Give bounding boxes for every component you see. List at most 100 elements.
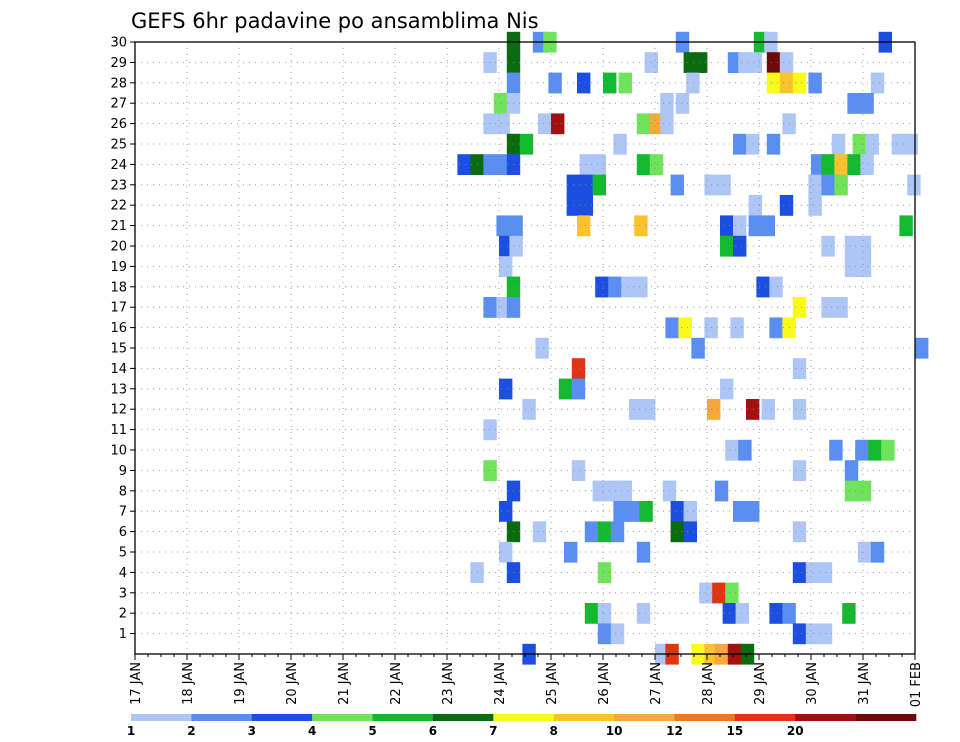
heatmap-cell	[857, 256, 872, 277]
colorbar-segment	[614, 714, 675, 721]
x-tick-label: 23 JAN	[441, 662, 456, 705]
x-tick-label: 24 JAN	[493, 662, 508, 705]
heatmap-cell	[792, 297, 807, 318]
y-tick-label: 16	[110, 321, 127, 336]
colorbar-segment	[674, 714, 736, 721]
heatmap-cell	[720, 378, 734, 400]
heatmap-cell	[792, 562, 807, 583]
y-axis-ticks: 1234567891011121314151617181920212223242…	[110, 36, 135, 642]
x-tick-label: 25 JAN	[545, 662, 560, 705]
heatmap-cell	[792, 460, 807, 481]
colorbar-label: 7	[489, 724, 497, 738]
heatmap-cell	[746, 399, 760, 420]
colorbar-segment	[493, 714, 554, 721]
y-tick-label: 25	[110, 138, 127, 153]
heatmap-cell	[522, 399, 536, 420]
heatmap-cell	[746, 133, 760, 155]
heatmap-cell	[844, 235, 859, 257]
x-tick-label: 27 JAN	[649, 662, 664, 705]
heatmap-cell	[808, 195, 822, 216]
heatmap-cell	[899, 215, 913, 237]
heatmap-cell	[766, 52, 781, 73]
heatmap-cell	[769, 317, 783, 339]
x-tick-label: 18 JAN	[181, 662, 196, 705]
heatmap-cell	[618, 72, 632, 94]
y-tick-label: 4	[119, 566, 127, 581]
y-tick-label: 20	[110, 240, 127, 255]
heatmap-cell	[842, 603, 856, 624]
heatmap-cell	[769, 603, 783, 624]
heatmap-cell	[907, 174, 921, 196]
heatmap-cell	[636, 541, 651, 563]
heatmap-cell	[597, 562, 612, 583]
heatmap-cell	[725, 439, 739, 461]
heatmap-cell	[649, 113, 664, 135]
y-tick-label: 22	[110, 199, 127, 214]
heatmap-cell	[597, 623, 612, 645]
heatmap-cell	[564, 541, 578, 563]
heatmap-cell	[519, 133, 534, 155]
colorbar-segment	[795, 714, 856, 721]
heatmap-cell	[686, 72, 700, 94]
heatmap-cell	[808, 72, 822, 94]
heatmap-cell	[847, 154, 861, 175]
y-tick-label: 13	[110, 382, 127, 397]
x-tick-label: 19 JAN	[233, 662, 248, 705]
heatmap-cell	[766, 72, 781, 94]
heatmap-cell	[571, 460, 586, 481]
y-tick-label: 1	[119, 627, 127, 642]
heatmap-cell	[720, 235, 734, 257]
y-tick-label: 5	[119, 546, 127, 561]
heatmap-cell	[551, 113, 565, 135]
x-axis-ticks: 17 JAN 18 JAN 19 JAN 20 JAN 21 JAN 22 JAN 23 J…	[129, 654, 924, 707]
heatmap-cell	[821, 235, 835, 257]
heatmap-cell	[712, 582, 726, 604]
heatmap-cell	[592, 174, 606, 196]
heatmap-cell	[483, 52, 497, 73]
colorbar-segment	[131, 714, 192, 721]
heatmap-cell	[733, 133, 747, 155]
colorbar-segment	[553, 714, 615, 721]
x-tick-label: 20 JAN	[285, 662, 300, 705]
heatmap-cell	[748, 52, 762, 73]
heatmap-cell	[535, 337, 549, 359]
heatmap-cell	[660, 113, 674, 135]
colorbar: 1 2 3 4 5 6 7 8 10 12 15 20	[127, 714, 917, 738]
heatmap-cell	[579, 195, 593, 216]
heatmap-cell	[636, 154, 651, 175]
heatmap-cell	[499, 378, 513, 400]
heatmap-cell	[579, 174, 593, 196]
heatmap-cell	[610, 521, 625, 543]
heatmap-cell	[613, 133, 627, 155]
heatmap-cell	[870, 72, 885, 94]
colorbar-label: 1	[127, 724, 135, 738]
colorbar-label: 20	[787, 724, 804, 738]
heatmap-cell	[558, 378, 573, 400]
colorbar-segment	[312, 714, 373, 721]
colorbar-label: 4	[308, 724, 316, 738]
heatmap-cell	[792, 521, 807, 543]
heatmap-cell	[792, 72, 807, 94]
colorbar-segment	[191, 714, 253, 721]
heatmap-cell	[891, 133, 905, 155]
heatmap-cell	[829, 439, 843, 461]
x-tick-label: 22 JAN	[389, 662, 404, 705]
x-tick-label: 01 FEB	[909, 662, 924, 707]
heatmap-cell	[608, 276, 622, 298]
heatmap-cell	[613, 501, 627, 522]
heatmap-cell	[694, 52, 708, 73]
heatmap-cell	[499, 501, 513, 522]
y-tick-label: 14	[110, 362, 127, 377]
heatmap-cell	[496, 113, 510, 135]
heatmap-cell	[649, 154, 664, 175]
heatmap-cell	[738, 439, 752, 461]
heatmap-cell	[634, 215, 648, 237]
heatmap-cell	[538, 113, 552, 135]
heatmap-cell	[714, 480, 729, 502]
x-tick-label: 30 JAN	[805, 662, 820, 705]
x-tick-label: 31 JAN	[857, 662, 872, 705]
heatmap-cell	[496, 154, 510, 175]
heatmap-cell	[483, 460, 497, 481]
heatmap-cell	[844, 256, 859, 277]
heatmap-cell	[779, 195, 794, 216]
